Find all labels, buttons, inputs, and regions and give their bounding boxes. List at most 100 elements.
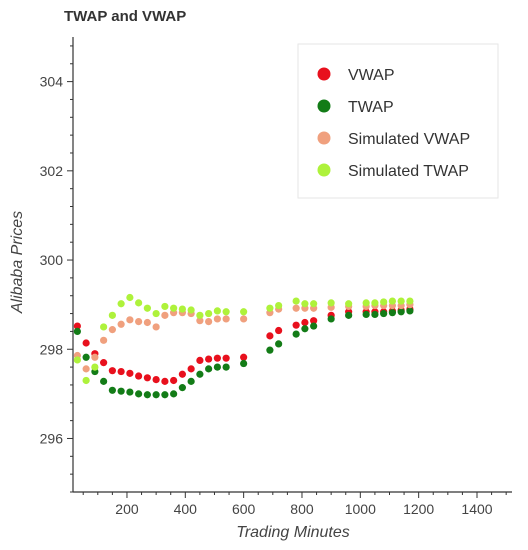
simulated-twap-point [406, 297, 414, 305]
simulated-twap-point [292, 297, 300, 305]
vwap-point [143, 374, 151, 382]
legend-marker-vwap [317, 67, 331, 81]
vwap-point [73, 322, 81, 330]
legend-label-simulated-vwap: Simulated VWAP [348, 131, 470, 148]
simulated-vwap-point [126, 316, 134, 324]
vwap-point [187, 365, 195, 373]
vwap-point [126, 369, 134, 377]
vwap-point [135, 372, 143, 380]
simulated-twap-point [388, 297, 397, 305]
simulated-twap-point [100, 323, 108, 331]
simulated-twap-point [205, 309, 213, 318]
twap-point [310, 322, 318, 330]
vwap-point [275, 326, 283, 335]
simulated-twap-point [161, 302, 169, 311]
twap-point [380, 309, 388, 318]
simulated-vwap-point [108, 326, 116, 334]
vwap-point [178, 370, 186, 378]
vwap-point [170, 376, 178, 385]
y-axis-label: Alibaba Prices [9, 211, 26, 314]
vwap-point [117, 367, 125, 376]
simulated-vwap-point [292, 304, 300, 312]
simulated-vwap-point [240, 315, 248, 323]
vwap-point [152, 375, 160, 384]
twap-point [196, 370, 204, 378]
legend[interactable]: VWAP TWAP Simulated VWAP Simulated TWAP [297, 43, 499, 199]
vwap-point [161, 377, 169, 385]
twap-point [397, 308, 405, 316]
twap-point [345, 311, 353, 319]
simulated-vwap-point [205, 317, 213, 326]
simulated-twap-point [126, 293, 134, 302]
twap-point [108, 386, 116, 394]
twap-point [213, 363, 221, 371]
y-tick-label: 302 [40, 163, 64, 179]
vwap-point [301, 318, 309, 327]
legend-marker-simulated-vwap [317, 131, 331, 145]
simulated-twap-point [152, 309, 160, 318]
simulated-twap-point [178, 305, 186, 313]
twap-point [240, 359, 248, 368]
twap-point [275, 340, 283, 348]
twap-point [222, 363, 230, 371]
simulated-twap-point [170, 304, 178, 312]
legend-label-twap: TWAP [348, 99, 394, 116]
simulated-twap-point [187, 306, 195, 314]
simulated-vwap-point [117, 320, 125, 328]
simulated-vwap-point [143, 318, 151, 327]
vwap-point [108, 367, 116, 375]
simulated-twap-point [345, 300, 353, 308]
vwap-point [292, 321, 300, 329]
simulated-twap-point [327, 299, 335, 307]
y-tick-label: 298 [40, 341, 64, 357]
twap-point [73, 327, 81, 336]
y-tick-label: 296 [40, 430, 64, 446]
twap-point [292, 330, 300, 338]
simulated-twap-point [143, 304, 151, 312]
twap-point [143, 391, 151, 399]
x-tick-label: 600 [232, 501, 256, 517]
simulated-vwap-point [91, 353, 99, 361]
twap-point [100, 377, 108, 385]
twap-point [117, 387, 125, 395]
simulated-twap-point [222, 308, 230, 316]
legend-box [297, 43, 499, 199]
twap-point [301, 325, 309, 333]
vwap-point [222, 354, 230, 362]
simulated-twap-point [310, 300, 318, 308]
simulated-twap-point [117, 300, 125, 308]
simulated-twap-point [371, 299, 379, 307]
simulated-twap-point [73, 356, 81, 364]
simulated-twap-point [301, 300, 309, 308]
legend-marker-simulated-twap [317, 163, 331, 177]
legend-label-simulated-twap: Simulated TWAP [348, 163, 469, 180]
x-tick-label: 800 [290, 501, 314, 517]
twap-point [266, 346, 274, 354]
simulated-twap-point [108, 311, 116, 319]
twap-point [371, 310, 379, 319]
simulated-twap-point [196, 311, 204, 319]
data-points [73, 293, 414, 399]
simulated-vwap-point [82, 365, 90, 373]
simulated-vwap-point [161, 311, 169, 319]
legend-label-vwap: VWAP [348, 67, 395, 84]
twap-point [82, 353, 90, 361]
simulated-twap-point [397, 297, 405, 305]
x-tick-label: 1200 [403, 501, 434, 517]
axes: 200 400 600 800 1000 1200 1400 296 298 300 302 304 [40, 37, 512, 517]
simulated-twap-point [82, 376, 90, 385]
vwap-point [310, 317, 318, 325]
twap-point [161, 391, 169, 399]
simulated-twap-point [380, 298, 388, 306]
vwap-point [196, 356, 204, 365]
twap-point [178, 384, 186, 392]
simulated-vwap-point [222, 315, 230, 323]
twap-point [126, 388, 134, 396]
twap-point [187, 377, 195, 385]
simulated-twap-point [362, 299, 370, 307]
twap-point [170, 390, 178, 398]
twap-point [406, 307, 414, 315]
twap-point [205, 365, 213, 373]
simulated-twap-point [213, 307, 221, 315]
